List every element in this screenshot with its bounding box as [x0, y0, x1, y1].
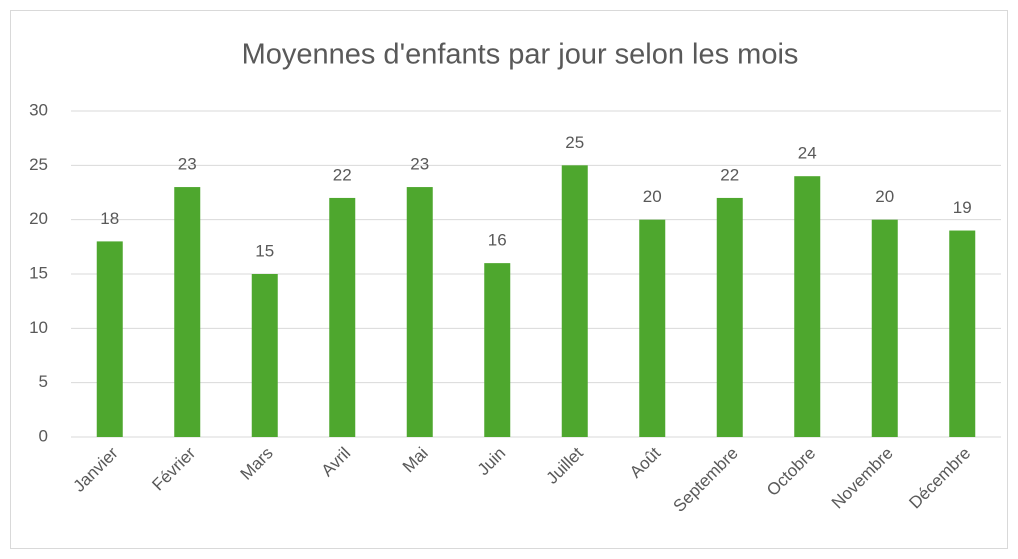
bar	[794, 176, 821, 437]
data-label: 25	[565, 133, 584, 152]
data-label: 19	[953, 198, 972, 217]
bar	[406, 187, 433, 437]
y-tick-label: 15	[29, 263, 48, 282]
data-label: 20	[875, 187, 894, 206]
bar	[949, 230, 976, 437]
data-label: 15	[255, 241, 274, 260]
y-tick-label: 25	[29, 155, 48, 174]
y-tick-label: 10	[29, 318, 48, 337]
data-label: 16	[488, 231, 507, 250]
data-label: 22	[720, 165, 739, 184]
data-label: 20	[643, 187, 662, 206]
data-label: 24	[798, 144, 817, 163]
y-tick-label: 20	[29, 209, 48, 228]
data-label: 22	[333, 165, 352, 184]
bar	[251, 274, 278, 437]
data-label: 18	[100, 209, 119, 228]
bar	[329, 197, 356, 437]
data-label: 23	[410, 155, 429, 174]
data-label: 23	[178, 155, 197, 174]
y-tick-label: 30	[29, 100, 48, 119]
y-tick-label: 5	[39, 372, 48, 391]
bar	[96, 241, 123, 437]
bar	[174, 187, 201, 437]
bar	[561, 165, 588, 438]
bar	[871, 219, 898, 437]
bar	[716, 197, 743, 437]
chart-title: Moyennes d'enfants par jour selon les mo…	[242, 39, 799, 71]
bar	[484, 263, 511, 437]
bar	[639, 219, 666, 437]
y-tick-label: 0	[39, 426, 48, 445]
